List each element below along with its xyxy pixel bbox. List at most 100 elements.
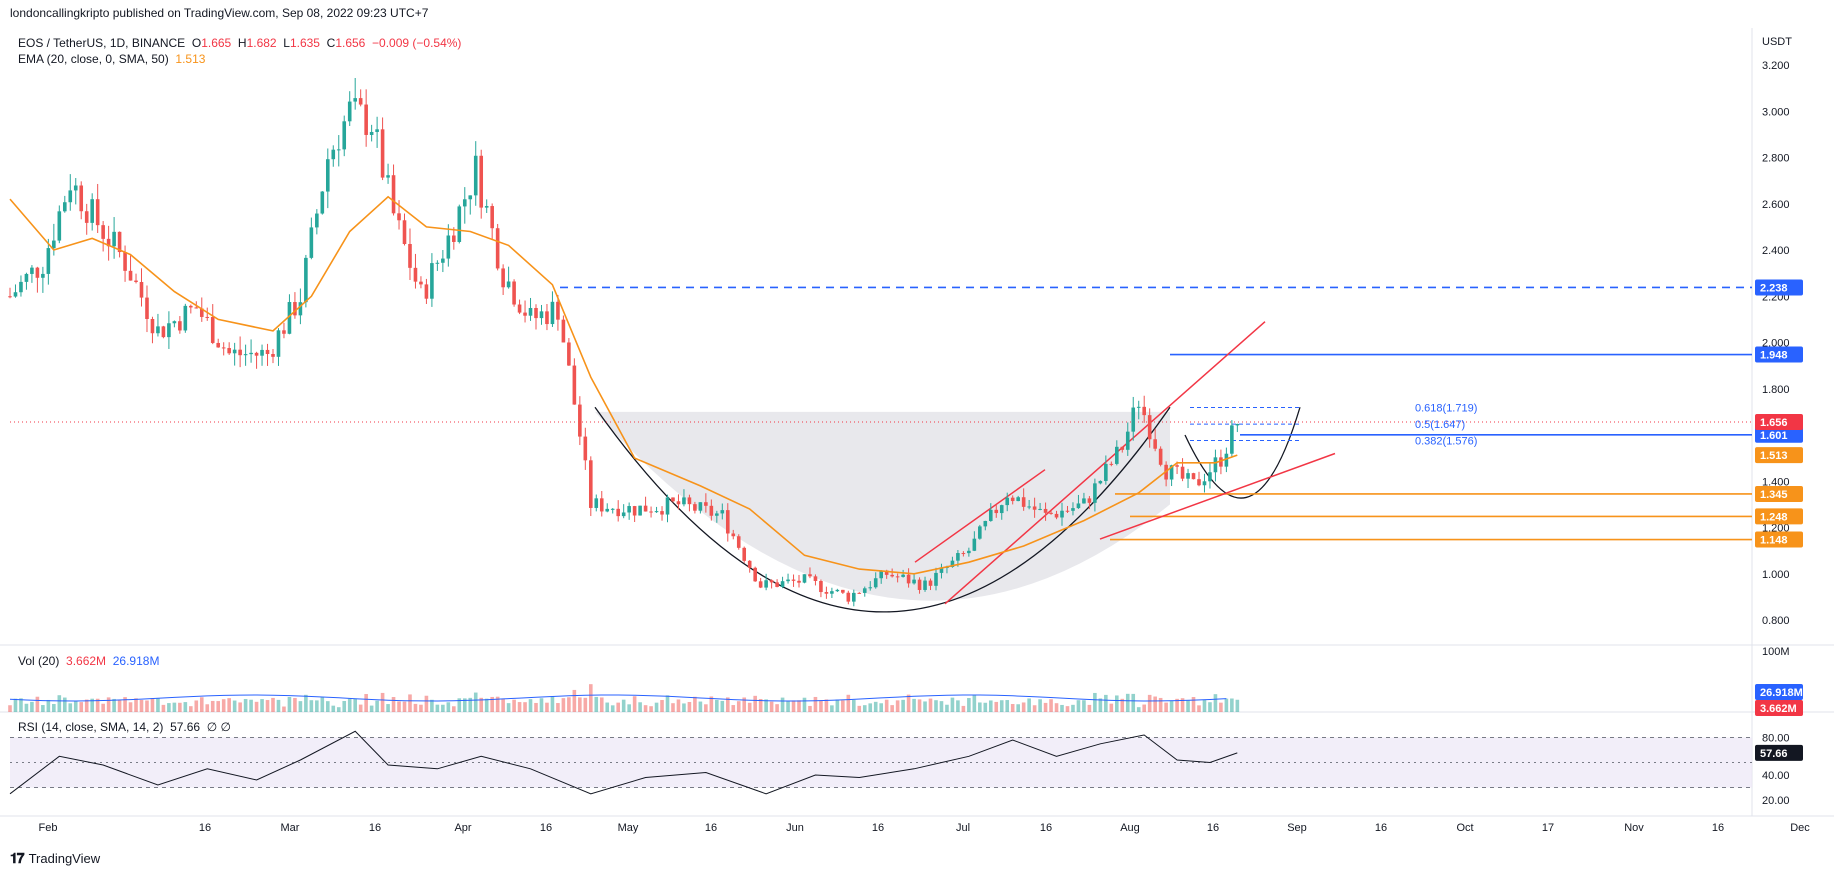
candle-body [1104, 463, 1108, 481]
candle-body [134, 280, 138, 283]
volume-bar [424, 695, 429, 712]
rsi-value: 57.66 [170, 720, 201, 734]
level-price-tag: 2.238 [1760, 282, 1788, 294]
candle-body [1021, 497, 1026, 507]
volume-bar [106, 697, 111, 712]
time-tick-label: 16 [199, 822, 211, 834]
ema-value: 1.513 [175, 52, 206, 66]
candle-body [588, 460, 593, 508]
candle-body [545, 311, 549, 325]
volume-bar [884, 699, 889, 712]
volume-bar [1016, 704, 1020, 712]
symbol-title[interactable]: EOS / TetherUS, 1D, BINANCE [18, 36, 186, 50]
candle-body [249, 352, 253, 355]
volume-bar [189, 706, 193, 712]
candle-body [687, 497, 692, 505]
candle-body [1032, 506, 1037, 510]
candle-body [1010, 497, 1015, 502]
volume-bar [517, 702, 522, 712]
volume-bar [791, 700, 796, 712]
ema-legend: EMA (20, close, 0, SMA, 50) 1.513 [18, 52, 205, 66]
time-tick-label: Jun [786, 822, 804, 834]
candle-body [561, 319, 566, 343]
candle-body [775, 582, 779, 587]
volume-bar [342, 700, 347, 712]
candle-body [1153, 439, 1157, 449]
rsi-tick-label: 20.00 [1762, 795, 1790, 807]
volume-bar [934, 700, 938, 712]
volume-bar [468, 697, 473, 712]
volume-bar [1120, 698, 1125, 712]
candle-body [1076, 503, 1081, 509]
volume-bar [632, 696, 637, 712]
volume-bar [857, 705, 862, 712]
level-price-tag-bg [1755, 346, 1803, 363]
candle-body [1131, 407, 1136, 432]
volume-bar [353, 698, 357, 712]
volume-bar [84, 699, 89, 712]
tradingview-logo-icon[interactable]: 𝟏𝟕 [10, 850, 25, 866]
volume-bar [501, 698, 505, 712]
candle-body [956, 553, 960, 561]
candle-body [375, 129, 379, 132]
candle-body [797, 580, 801, 583]
candle-body [232, 349, 237, 354]
candle-body [150, 318, 155, 334]
candle-body [1049, 512, 1053, 514]
publisher-line: londoncallingkripto published on Trading… [10, 6, 429, 20]
candle-body [41, 273, 45, 278]
footer-brand[interactable]: TradingView [28, 851, 101, 866]
volume-bar [62, 697, 67, 712]
candle-body [720, 510, 725, 514]
candle-body [698, 502, 703, 511]
candle-body [654, 511, 659, 513]
candle-body [123, 252, 127, 271]
volume-bar [1224, 698, 1229, 712]
volume-bar [380, 692, 385, 712]
candle-body [90, 199, 94, 223]
volume-label[interactable]: Vol (20) [18, 654, 60, 668]
ema-label[interactable]: EMA (20, close, 0, SMA, 50) [18, 52, 169, 66]
volume-value: 3.662M [66, 654, 107, 668]
candle-body [682, 497, 686, 505]
candle-body [758, 581, 763, 588]
volume-bar [693, 696, 697, 712]
currency-label: USDT [1762, 36, 1792, 48]
volume-bar [802, 697, 807, 712]
candle-body [884, 570, 889, 575]
volume-bar [1197, 705, 1201, 712]
volume-bar [725, 697, 730, 712]
candle-body [852, 592, 856, 602]
candle-body [747, 560, 752, 568]
rsi-label[interactable]: RSI (14, close, SMA, 14, 2) [18, 720, 164, 734]
volume-bar [452, 706, 456, 712]
candle-body [452, 235, 456, 242]
volume-bar [1164, 702, 1168, 712]
volume-bar [873, 701, 878, 712]
candle-body [495, 228, 500, 269]
candle-body [660, 511, 664, 515]
volume-bar [594, 696, 599, 712]
candle-body [501, 268, 505, 288]
candle-body [928, 580, 933, 586]
volume-bar [1230, 698, 1234, 712]
volume-bar [879, 703, 883, 712]
high-value: 1.682 [246, 36, 277, 50]
time-tick-label: May [618, 822, 639, 834]
candle-body [610, 508, 615, 510]
candle-body [1087, 498, 1092, 503]
volume-bar [227, 698, 231, 712]
candle-body [835, 589, 840, 592]
candle-body [145, 297, 149, 319]
volume-bar [1219, 702, 1223, 712]
volume-bar [786, 700, 790, 712]
time-tick-label: 17 [1542, 822, 1554, 834]
candle-body [205, 316, 210, 318]
candle-body [1186, 473, 1190, 479]
price-tick-label: 1.800 [1762, 384, 1790, 396]
volume-bar [1125, 693, 1130, 712]
candle-body [46, 248, 51, 274]
candle-body [830, 591, 834, 594]
volume-bar [1142, 704, 1147, 712]
